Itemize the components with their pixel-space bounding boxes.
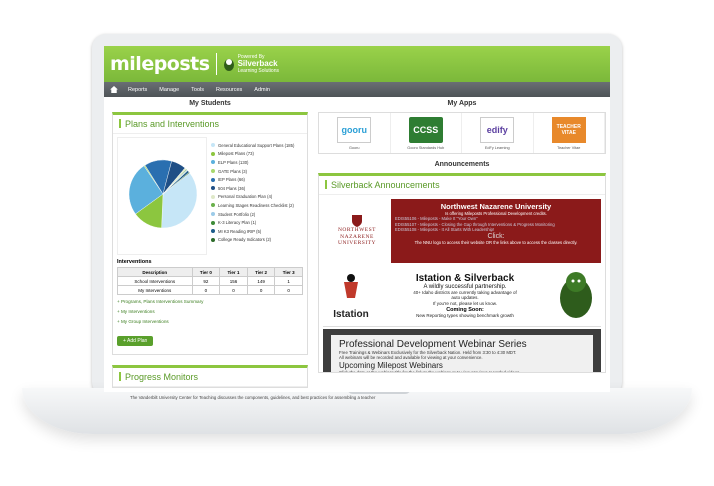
gorilla-image: [551, 266, 601, 325]
app-ccss[interactable]: CCSS Gooru Standards Hub: [391, 113, 462, 153]
table-row[interactable]: My Interventions 0 0 0 0: [117, 285, 303, 295]
legend-swatch: [211, 237, 215, 242]
nav-tools[interactable]: Tools: [191, 86, 204, 93]
istation-logo[interactable]: Istation: [323, 272, 379, 320]
plans-pie-chart: [117, 137, 207, 255]
add-plan-button[interactable]: + Add Plan: [117, 336, 154, 346]
webinar-banner[interactable]: Professional Development Webinar Series …: [323, 329, 601, 372]
main-nav: Reports Manage Tools Resources Admin: [104, 82, 610, 97]
home-icon[interactable]: [110, 86, 118, 93]
legend-item: Personal Graduation Plan (4): [211, 193, 294, 202]
interventions-title: Interventions: [117, 259, 152, 265]
app-teacher-vitae[interactable]: TEACHER VITAE Teacher Vitae: [534, 113, 605, 153]
nnu-banner[interactable]: NORTHWEST NAZARENE UNIVERSITY Northwest …: [323, 199, 601, 263]
legend-swatch: [211, 143, 215, 148]
interventions-table: Description Tier 0 Tier 1 Tier 2 Tier 3 …: [117, 267, 303, 295]
col-tier-3: Tier 3: [274, 267, 303, 277]
my-apps-column: My Apps gooru Gooru CCSS Gooru Standards…: [318, 97, 606, 388]
silverback-announcements-title: Silverback Announcements: [319, 176, 605, 195]
gorilla-icon: [223, 59, 234, 71]
nav-reports[interactable]: Reports: [128, 86, 148, 93]
legend-swatch: [211, 160, 215, 165]
mascot-icon: [344, 273, 358, 298]
link-group-interventions[interactable]: + My Group Interventions: [117, 319, 169, 324]
col-tier-0: Tier 0: [191, 267, 221, 277]
app-header: mileposts Powered By Silverback Learning S…: [104, 46, 610, 82]
ccss-icon: CCSS: [408, 117, 443, 143]
edify-icon: edify: [480, 117, 515, 143]
legend-swatch: [211, 229, 215, 234]
legend-item: Student Portfolio (2): [211, 210, 294, 219]
laptop-base: [22, 388, 692, 434]
progress-title: Progress Monitors: [113, 368, 307, 387]
col-tier-2: Tier 2: [246, 267, 276, 277]
teacher-vitae-icon: TEACHER VITAE: [551, 117, 586, 143]
my-apps-title: My Apps: [447, 100, 477, 107]
progress-panel: Progress Monitors: [112, 365, 308, 388]
legend-swatch: [211, 177, 215, 182]
mileposts-logo[interactable]: mileposts: [110, 53, 210, 75]
pie-slice[interactable]: [162, 171, 190, 195]
cut-off-text: The Vanderbilt University Center for Tea…: [130, 395, 376, 400]
legend-item: GATE Plans (3): [211, 167, 294, 176]
app-screen: mileposts Powered By Silverback Learning S…: [104, 46, 610, 392]
apps-row: gooru Gooru CCSS Gooru Standards Hub edi…: [318, 112, 606, 154]
plans-panel: Plans and Interventions General Educatio…: [112, 112, 308, 355]
nav-admin[interactable]: Admin: [254, 86, 270, 93]
legend-swatch: [211, 203, 215, 208]
link-programs-summary[interactable]: + Programs, Plans Interventions Summary: [117, 299, 204, 304]
nnu-link-1[interactable]: EDIS55106 - Mileposts - Make It "Your Ow…: [395, 216, 478, 222]
pie-slice[interactable]: [161, 172, 198, 229]
legend-swatch: [211, 220, 215, 225]
legend-item: Learning Stages Readiness Checklist (2): [211, 201, 294, 210]
legend-swatch: [211, 186, 215, 191]
legend-swatch: [211, 212, 215, 217]
legend-swatch: [211, 151, 215, 156]
legend-item: MI K3 Reading IRIP (5): [211, 227, 294, 236]
legend-item: K-3 Literacy Plan (1): [211, 218, 294, 227]
legend-item: Milepost Plans (73): [211, 150, 294, 159]
legend-item: General Educational Support Plans (185): [211, 141, 294, 150]
nnu-link-3[interactable]: EDIS55108 - Mileposts - It All Starts Wi…: [395, 227, 495, 233]
pie-slice[interactable]: [128, 165, 164, 215]
pie-svg: [128, 159, 198, 229]
my-students-title: My Students: [189, 100, 231, 107]
col-tier-1: Tier 1: [219, 267, 248, 277]
silverback-logo: Powered By Silverback Learning Solutions: [223, 54, 279, 74]
app-gooru[interactable]: gooru Gooru: [319, 113, 391, 153]
legend-swatch: [211, 194, 215, 199]
nnu-link-2[interactable]: EDIS55107 - Mileposts - Closing the Gap …: [395, 221, 555, 227]
plans-title: Plans and Interventions: [113, 115, 307, 134]
nav-manage[interactable]: Manage: [159, 86, 180, 93]
istation-banner[interactable]: Istation Istation & Silverback A wildly …: [323, 265, 601, 327]
legend-swatch: [211, 169, 215, 174]
plans-legend: General Educational Support Plans (185) M…: [211, 141, 294, 255]
app-edify[interactable]: edify EdFy Learning: [462, 113, 534, 153]
nnu-logo[interactable]: NORTHWEST NAZARENE UNIVERSITY: [323, 199, 391, 263]
legend-item: IEP Plans (66): [211, 175, 294, 184]
legend-item: ELP Plans (130): [211, 158, 294, 167]
announcements-panel: Silverback Announcements NORTHWEST NAZAR…: [318, 173, 606, 373]
announcements-title: Announcements: [434, 161, 490, 168]
nav-resources[interactable]: Resources: [216, 86, 243, 93]
table-row[interactable]: School Interventions 92 156 149 1: [117, 276, 303, 286]
link-my-interventions[interactable]: + My Interventions: [117, 309, 155, 314]
legend-item: 504 Plans (36): [211, 184, 294, 193]
my-students-column: My Students Plans and Interventions Gene…: [112, 97, 308, 388]
gooru-icon: gooru: [337, 117, 372, 143]
shield-icon: [352, 215, 362, 228]
col-description: Description: [117, 267, 193, 277]
legend-item: College Ready Indicators (2): [211, 236, 294, 245]
gorilla-icon: [560, 272, 592, 318]
